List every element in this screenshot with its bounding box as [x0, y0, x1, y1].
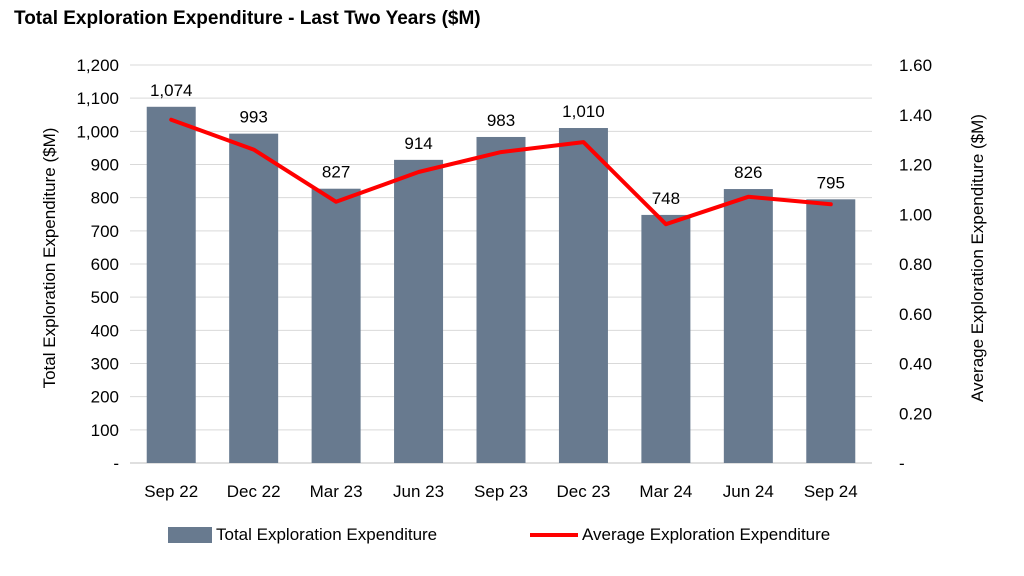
y2-tick-label: 1.40 [899, 106, 932, 125]
bar [311, 188, 361, 463]
data-labels: 1,074 993 827 914 983 1,010 748 826 795 [150, 81, 845, 208]
bar [229, 133, 279, 463]
legend-item-average: Average Exploration Expenditure [530, 520, 830, 550]
y2-tick-label: 0.20 [899, 404, 932, 423]
x-tick-label: Sep 23 [474, 482, 528, 501]
y-tick-label: 100 [91, 421, 119, 440]
y-tick-label: 1,000 [76, 122, 119, 141]
bar-data-label: 914 [404, 134, 432, 153]
x-tick-label: Sep 22 [144, 482, 198, 501]
bars [146, 106, 856, 463]
bar [641, 214, 691, 463]
average-line [169, 117, 833, 227]
bar [558, 128, 608, 463]
y2-tick-label: 1.00 [899, 205, 932, 224]
x-tick-label: Sep 24 [804, 482, 858, 501]
y-tick-label: 700 [91, 222, 119, 241]
y2-tick-label: 1.20 [899, 156, 932, 175]
x-tick-label: Mar 23 [310, 482, 363, 501]
legend-swatch-average [530, 533, 578, 537]
legend-label-total: Total Exploration Expenditure [216, 525, 438, 544]
x-tick-label: Mar 24 [639, 482, 692, 501]
y2-tick-label: - [899, 454, 905, 473]
y-tick-label: 600 [91, 255, 119, 274]
y-tick-label: - [113, 454, 119, 473]
y2-tick-label: 0.60 [899, 305, 932, 324]
x-tick-label: Jun 23 [393, 482, 444, 501]
y-tick-label: 500 [91, 288, 119, 307]
bar-data-label: 1,074 [150, 81, 193, 100]
y2-tick-label: 0.40 [899, 355, 932, 374]
bar-data-label: 748 [652, 189, 680, 208]
y-tick-label: 1,100 [76, 89, 119, 108]
y2-tick-label: 1.60 [899, 56, 932, 75]
x-tick-label: Dec 22 [227, 482, 281, 501]
bar [723, 189, 773, 463]
y-tick-label: 1,200 [76, 56, 119, 75]
legend-item-total: Total Exploration Expenditure [168, 520, 437, 550]
y-tick-label: 400 [91, 321, 119, 340]
y-tick-label: 300 [91, 355, 119, 374]
x-tick-label: Dec 23 [557, 482, 611, 501]
legend-swatch-total [168, 527, 212, 543]
chart-title: Total Exploration Expenditure - Last Two… [14, 8, 481, 29]
legend-label-average: Average Exploration Expenditure [582, 525, 831, 544]
y-tick-label: 800 [91, 189, 119, 208]
bar-data-label: 993 [239, 108, 267, 127]
bar-data-label: 795 [817, 173, 845, 192]
y2-tick-label: 0.80 [899, 255, 932, 274]
x-tick-label: Jun 24 [723, 482, 774, 501]
bar-data-label: 826 [734, 163, 762, 182]
bar [394, 159, 444, 463]
bar [806, 199, 856, 463]
y-tick-label: 200 [91, 388, 119, 407]
bar [146, 106, 196, 463]
bar [476, 136, 526, 463]
tick-labels: - 100 200 300 400 500 600 700 800 900 1,000 1,100 1,… [76, 56, 932, 501]
bar-data-label: 827 [322, 163, 350, 182]
y-tick-label: 900 [91, 156, 119, 175]
bar-data-label: 983 [487, 111, 515, 130]
bar-data-label: 1,010 [562, 102, 605, 121]
legend: Total Exploration Expenditure Average Ex… [0, 520, 1024, 550]
